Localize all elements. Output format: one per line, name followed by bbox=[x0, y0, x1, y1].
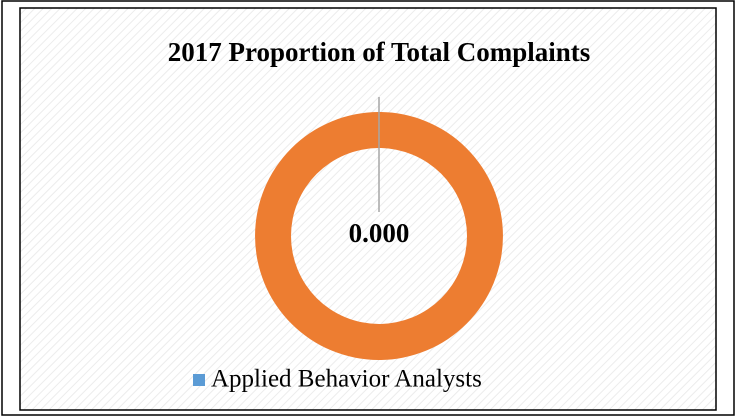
data-label: 0.000 bbox=[349, 218, 410, 248]
legend-swatch bbox=[193, 374, 205, 386]
chart-title: 2017 Proportion of Total Complaints bbox=[168, 37, 591, 67]
legend-label: Applied Behavior Analysts bbox=[211, 366, 482, 393]
